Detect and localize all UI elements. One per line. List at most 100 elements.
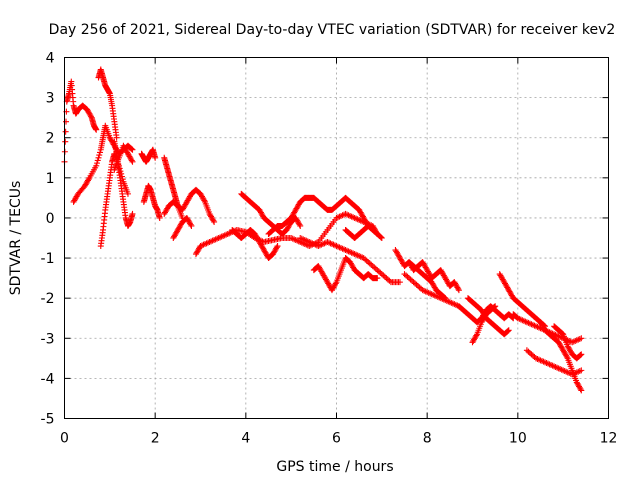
data-point-marker <box>374 275 381 282</box>
series-arc-4 <box>97 150 131 250</box>
data-point-marker <box>129 158 136 165</box>
data-point-marker <box>274 243 281 250</box>
x-axis-label: GPS time / hours <box>276 459 393 475</box>
data-point-marker <box>93 160 100 167</box>
data-point-marker <box>577 386 584 393</box>
data-point-marker <box>296 221 303 228</box>
data-point-marker <box>93 126 100 133</box>
data-point-marker <box>363 257 370 264</box>
series-arc-26 <box>510 311 585 346</box>
series-arc-11 <box>170 214 195 241</box>
data-point-marker <box>441 294 448 301</box>
data-point-marker <box>273 244 280 251</box>
data-point-marker <box>386 277 393 284</box>
data-point-marker <box>578 335 585 342</box>
data-point-marker <box>187 221 194 228</box>
x-tick-label: 12 <box>600 431 618 447</box>
data-point-marker <box>442 295 449 302</box>
data-point-marker <box>377 269 384 276</box>
data-point-marker <box>95 154 102 161</box>
series-arc-6 <box>111 142 136 173</box>
data-point-marker <box>407 276 414 283</box>
data-point-marker <box>366 260 373 267</box>
data-point-marker <box>415 283 422 290</box>
data-point-marker <box>492 303 499 310</box>
series-arc-3 <box>95 66 120 141</box>
y-tick-label: -1 <box>41 251 55 267</box>
data-point-marker <box>62 128 69 135</box>
series-arc-1 <box>61 78 100 165</box>
data-point-marker <box>403 272 410 279</box>
data-point-marker <box>124 190 131 197</box>
data-point-marker <box>578 387 585 394</box>
y-tick-label: 0 <box>46 211 55 227</box>
data-point-marker <box>412 280 419 287</box>
chart-title: Day 256 of 2021, Sidereal Day-to-day VTE… <box>49 22 616 38</box>
data-point-marker <box>378 234 385 241</box>
data-point-marker <box>128 157 135 164</box>
data-point-marker <box>371 264 378 271</box>
data-point-marker <box>85 176 92 183</box>
series-arc-28 <box>537 319 585 394</box>
series-arc-16 <box>297 235 403 286</box>
data-point-marker <box>577 351 584 358</box>
data-point-marker <box>129 210 136 217</box>
data-point-marker <box>87 113 94 120</box>
series-arc-14 <box>238 190 304 237</box>
data-point-marker <box>406 275 413 282</box>
data-point-marker <box>563 353 570 360</box>
data-point-marker <box>578 351 585 358</box>
series-arc-29 <box>551 323 585 362</box>
data-point-marker <box>332 280 339 287</box>
data-point-marker <box>372 265 379 272</box>
series-arc-17 <box>310 255 381 294</box>
data-point-marker <box>94 157 101 164</box>
data-point-marker <box>578 367 585 374</box>
data-point-marker <box>505 327 512 334</box>
data-point-marker <box>528 351 535 358</box>
data-point-marker <box>297 222 304 229</box>
data-point-marker <box>369 263 376 270</box>
series-arc-24 <box>469 303 499 346</box>
series-arc-18 <box>342 222 385 241</box>
data-point-marker <box>113 134 120 141</box>
x-tick-label: 8 <box>423 431 432 447</box>
data-point-marker <box>404 273 411 280</box>
series-arc-10 <box>161 186 218 225</box>
y-tick-label: 4 <box>46 51 55 67</box>
data-point-marker <box>413 281 420 288</box>
plot-frame <box>64 57 609 419</box>
y-tick-label: -3 <box>41 331 55 347</box>
data-point-marker <box>378 235 385 241</box>
x-tick-label: 10 <box>509 431 527 447</box>
data-point-marker <box>210 217 217 224</box>
data-point-marker <box>455 285 462 292</box>
series-arc-8 <box>140 182 163 221</box>
data-point-marker <box>529 352 536 359</box>
data-point-marker <box>93 162 100 169</box>
data-point-marker <box>523 347 530 354</box>
data-point-marker <box>416 284 423 291</box>
series-arc-15 <box>265 194 372 237</box>
data-point-marker <box>380 272 387 279</box>
grid-lines <box>64 57 609 419</box>
x-tick-label: 6 <box>332 431 341 447</box>
data-point-marker <box>384 276 391 283</box>
data-point-marker <box>455 287 462 294</box>
data-point-marker <box>473 332 480 339</box>
data-point-marker <box>201 197 208 204</box>
data-point-marker <box>383 275 390 282</box>
data-point-marker <box>211 218 218 225</box>
data-point-marker <box>374 267 381 274</box>
series-arc-21 <box>406 259 449 302</box>
series-arc-5 <box>111 138 136 229</box>
data-point-marker <box>62 138 69 145</box>
data-point-marker <box>381 273 388 280</box>
data-point-marker <box>365 259 372 266</box>
data-point-marker <box>401 271 408 278</box>
x-tick-label: 0 <box>60 431 69 447</box>
data-point-marker <box>491 303 498 310</box>
data-point-marker <box>409 277 416 284</box>
